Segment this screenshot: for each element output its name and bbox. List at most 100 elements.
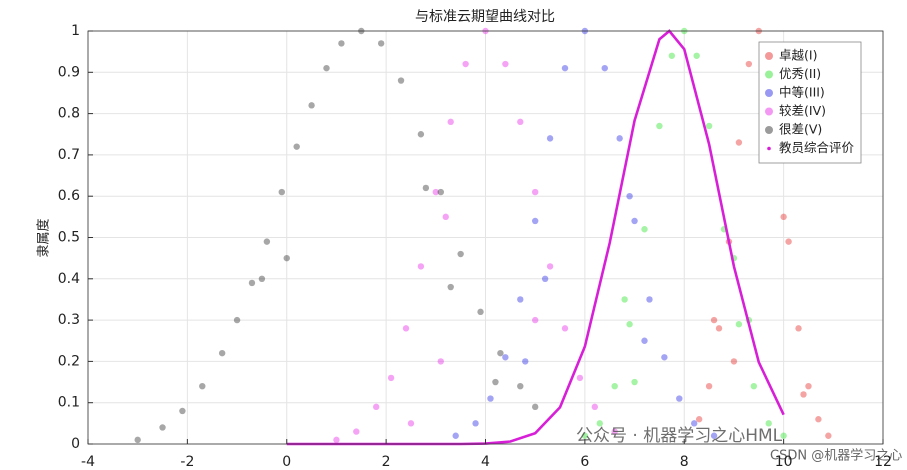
cloud-drop [531,316,539,324]
cloud-drop [447,118,454,126]
cloud-drop [825,432,832,439]
legend-box [758,41,862,164]
legend-label: 卓越(I) [779,48,817,63]
cloud-drop [278,188,285,196]
cloud-drop [333,436,340,444]
cloud-drop [417,263,425,270]
cloud-drop [477,308,484,316]
x-tick-label: 8 [680,454,689,470]
cloud-drop [308,102,315,109]
y-axis-label: 隶属度 [36,218,52,257]
cloud-drop [531,217,539,225]
legend-marker [765,126,773,134]
cloud-drop [397,77,405,84]
cloud-drop [517,296,524,303]
cloud-drop [621,296,628,303]
cloud-drop [730,358,738,365]
x-tick-label: 0 [282,454,291,470]
cloud-drop [581,432,589,439]
cloud-drop [134,436,141,444]
cloud-drop [750,382,758,390]
cloud-drop [735,139,743,146]
cloud-drop [546,263,554,270]
cloud-drop [387,374,395,382]
cloud-drop [611,382,618,390]
y-tick-label: 0.2 [58,353,80,369]
cloud-drop [710,432,718,439]
cloud-drop [472,420,479,427]
cloud-drop [735,321,743,328]
cloud-drop [422,184,430,192]
cloud-drop [531,403,539,411]
y-tick-label: 1 [71,23,80,39]
legend-marker [767,146,771,151]
cloud-drop [765,420,772,427]
cloud-drop [690,420,698,427]
cloud-drop [283,254,290,262]
watermark: 公众号 · 机器学习之心HML [576,426,783,446]
cloud-drop [492,378,499,386]
y-tick-label: 0.5 [58,230,80,246]
cloud-drop [199,382,206,390]
cloud-drop [715,325,723,332]
cloud-drop [323,64,330,72]
cloud-drop [561,325,569,332]
chart-title: 与标准云期望曲线对比 [415,9,555,25]
legend-marker [765,52,773,60]
y-tick-label: 0 [71,436,80,452]
cloud-drop [546,135,554,142]
legend-marker [765,107,773,116]
legend-label: 较差(IV) [779,103,826,118]
cloud-drop [705,122,713,130]
cloud-drop [159,424,166,431]
cloud-drop [785,238,792,245]
y-tick-label: 0.8 [58,106,80,122]
plot-marks [134,27,832,446]
cloud-drop [502,60,509,68]
cloud-drop [457,250,464,258]
cloud-drop [447,283,454,291]
cloud-drop [437,188,444,196]
legend-label: 中等(III) [779,85,825,100]
cloud-drop [780,432,787,439]
cloud-drop [591,403,599,411]
x-tick-label: 12 [874,454,892,470]
cloud-drop [646,296,653,303]
x-tick-label: 6 [580,454,589,470]
cloud-drop [693,52,700,59]
cloud-drop [502,354,509,361]
cloud-drop [710,316,718,324]
cloud-drop [668,52,676,59]
legend-label: 教员综合评价 [779,140,855,155]
cloud-drop [372,403,380,411]
cloud-drop [805,382,812,390]
cloud-drop [417,131,425,138]
cloud-drop [248,279,256,287]
cloud-drop [656,122,663,130]
cloud-drop [576,374,584,382]
cloud-drop [800,391,807,398]
cloud-drop [676,395,683,402]
cloud-drop [695,416,703,423]
cloud-drop [745,60,753,68]
legend-label: 优秀(II) [779,66,821,81]
x-tick-label: -4 [81,454,95,470]
cloud-drop [641,337,648,344]
y-tick-label: 0.9 [58,64,80,80]
x-tick-label: 10 [775,454,793,470]
cloud-drop [462,60,469,68]
cloud-drop [795,325,802,332]
y-tick-label: 0.3 [58,312,80,328]
cloud-drop [233,316,241,324]
cloud-drop [263,238,271,245]
x-tick-label: -2 [180,454,194,470]
cloud-drop [661,354,668,361]
cloud-drop [293,143,300,150]
cloud-drop [517,118,524,126]
y-tick-label: 0.7 [58,147,80,163]
cloud-drop [442,213,449,221]
cloud-drop [258,275,266,282]
cloud-drop [437,358,444,365]
